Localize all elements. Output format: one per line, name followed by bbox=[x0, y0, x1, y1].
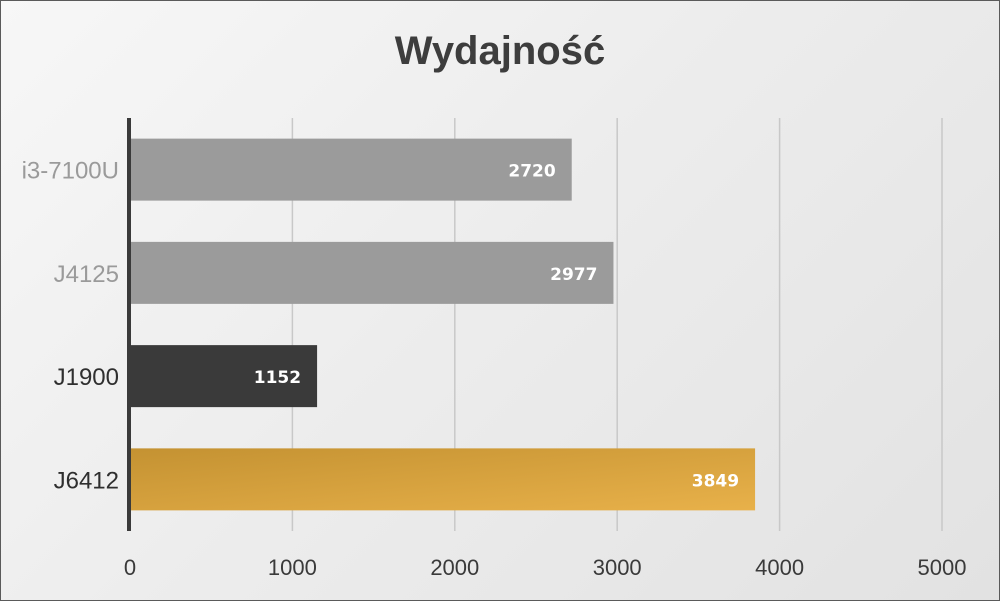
bar bbox=[130, 241, 614, 304]
data-label: 3849 bbox=[692, 471, 739, 491]
category-label: J4125 bbox=[54, 261, 119, 288]
bar bbox=[130, 138, 572, 201]
x-tick-label: 5000 bbox=[918, 555, 967, 580]
x-tick-label: 4000 bbox=[755, 555, 804, 580]
x-tick-label: 0 bbox=[124, 555, 136, 580]
chart-title: Wydajność bbox=[394, 29, 606, 73]
category-label: i3-7100U bbox=[22, 158, 119, 185]
x-tick-label: 2000 bbox=[430, 555, 479, 580]
category-label: J6412 bbox=[54, 467, 119, 494]
category-label: J1900 bbox=[54, 364, 119, 391]
data-label: 2977 bbox=[550, 265, 597, 285]
bar bbox=[130, 448, 756, 511]
x-tick-label: 3000 bbox=[593, 555, 642, 580]
data-label: 2720 bbox=[508, 162, 555, 182]
x-tick-label: 1000 bbox=[268, 555, 317, 580]
data-label: 1152 bbox=[254, 368, 301, 388]
bar bbox=[130, 345, 318, 408]
